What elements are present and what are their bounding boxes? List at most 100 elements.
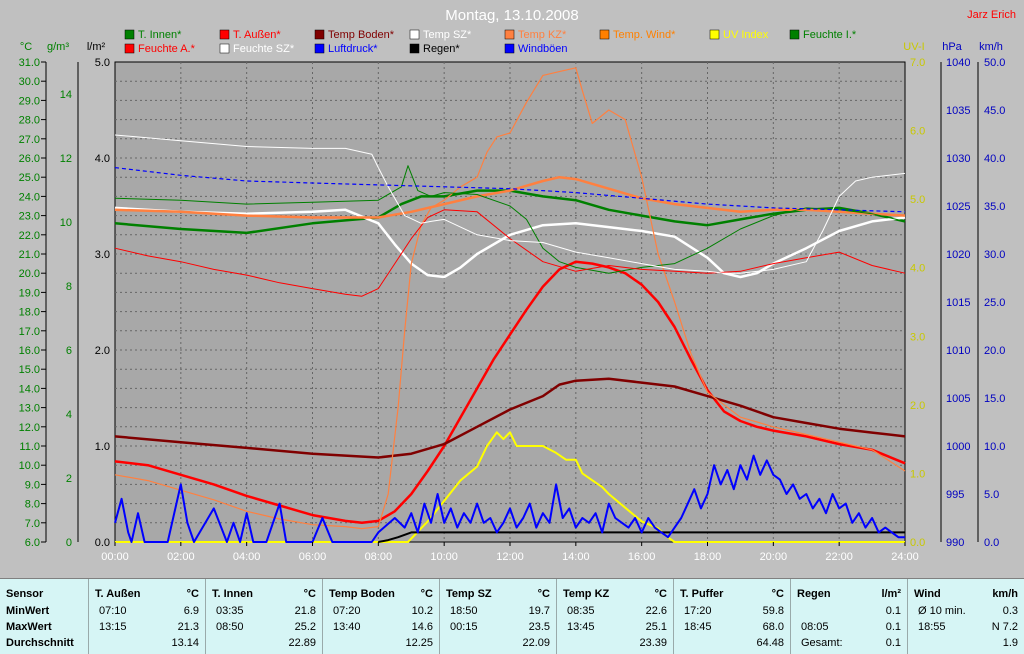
stats-max-time: 18:45 [684, 621, 712, 633]
tick-pressure: 1035 [946, 105, 970, 117]
legend-label: Feuchte SZ* [233, 43, 295, 55]
legend-swatch [314, 43, 325, 54]
stats-max-time: 13:45 [567, 621, 595, 633]
stats-max-value: 25.2 [294, 621, 316, 633]
stats-max-value: 25.1 [645, 621, 667, 633]
tick-rain: 3.0 [95, 249, 110, 261]
chart-title: Montag, 13.10.2008 [445, 7, 578, 24]
tick-uv: 1.0 [910, 468, 925, 480]
tick-celsius: 6.0 [25, 537, 40, 549]
stats-min-time: Ø 10 min. [918, 605, 966, 617]
stats-sensor-name: T. Puffer [680, 588, 724, 600]
tick-time: 02:00 [167, 551, 195, 563]
legend-label: Temp. Wind* [613, 29, 676, 41]
tick-time: 22:00 [825, 551, 853, 563]
legend-swatch [409, 43, 420, 54]
tick-uv: 5.0 [910, 194, 925, 206]
tick-celsius: 24.0 [19, 191, 40, 203]
axis-unit-uv: UV-I [903, 41, 924, 53]
stats-max-value: 68.0 [762, 621, 784, 633]
stats-max-time: 08:05 [801, 621, 829, 633]
legend-swatch [504, 29, 515, 40]
tick-wind: 20.0 [984, 345, 1005, 357]
tick-celsius: 23.0 [19, 211, 40, 223]
tick-wind: 40.0 [984, 153, 1005, 165]
tick-pressure: 1015 [946, 297, 970, 309]
stats-label-sensor: Sensor [6, 588, 44, 600]
stats-unit: °C [537, 588, 550, 600]
tick-celsius: 31.0 [19, 57, 40, 69]
tick-wind: 10.0 [984, 441, 1005, 453]
legend-swatch [789, 29, 800, 40]
stats-unit: °C [186, 588, 199, 600]
stats-avg-value: 0.1 [885, 637, 901, 649]
stats-max-value: N 7.2 [991, 621, 1018, 633]
legend-label: Feuchte I.* [803, 29, 857, 41]
stats-min-value: 6.9 [183, 605, 199, 617]
legend-label: Regen* [423, 43, 460, 55]
stats-min-value: 21.8 [294, 605, 316, 617]
tick-celsius: 17.0 [19, 326, 40, 338]
tick-wind: 5.0 [984, 489, 999, 501]
legend-swatch [409, 29, 420, 40]
tick-time: 24:00 [891, 551, 919, 563]
stats-avg-value: 22.09 [522, 637, 550, 649]
stats-sensor-name: Regen [797, 588, 831, 600]
stats-min-value: 10.2 [411, 605, 433, 617]
stats-unit: °C [771, 588, 784, 600]
tick-pressure: 1025 [946, 201, 970, 213]
legend-swatch [314, 29, 325, 40]
series-line [114, 167, 906, 213]
tick-time: 20:00 [760, 551, 788, 563]
stats-min-time: 08:35 [567, 605, 595, 617]
series-line [114, 209, 906, 297]
stats-max-value: 14.6 [411, 621, 433, 633]
tick-pressure: 1000 [946, 441, 970, 453]
stats-min-time: 17:20 [684, 605, 712, 617]
axis-unit-celsius: °C [20, 41, 32, 53]
tick-celsius: 25.0 [19, 172, 40, 184]
tick-celsius: 16.0 [19, 345, 40, 357]
stats-max-value: 21.3 [177, 621, 199, 633]
stats-min-time: 07:20 [333, 605, 361, 617]
stats-unit: °C [303, 588, 316, 600]
tick-celsius: 30.0 [19, 76, 40, 88]
legend-label: Windböen [518, 43, 568, 55]
stats-unit: °C [654, 588, 667, 600]
stats-column: Wind km/h Ø 10 min. 0.3 18:55 N 7.2 1.9 [908, 579, 1024, 654]
stats-max-time: 00:15 [450, 621, 478, 633]
tick-wind: 45.0 [984, 105, 1005, 117]
tick-celsius: 22.0 [19, 230, 40, 242]
stats-min-value: 22.6 [645, 605, 667, 617]
tick-humidity: 4 [66, 409, 72, 421]
tick-celsius: 19.0 [19, 287, 40, 299]
series-line [115, 431, 905, 543]
legend-swatch [219, 43, 230, 54]
stats-column: Temp KZ °C 08:35 22.6 13:45 25.1 23.39 [557, 579, 674, 654]
tick-rain: 0.0 [95, 537, 110, 549]
series-line [114, 206, 906, 279]
author-label: Jarz Erich [967, 9, 1016, 21]
tick-pressure: 1020 [946, 249, 970, 261]
tick-rain: 1.0 [95, 441, 110, 453]
stats-unit: km/h [992, 588, 1018, 600]
tick-rain: 4.0 [95, 153, 110, 165]
legend-swatch [599, 29, 610, 40]
legend-label: Temp SZ* [423, 29, 472, 41]
tick-celsius: 7.0 [25, 518, 40, 530]
tick-rain: 5.0 [95, 57, 110, 69]
stats-column: Regen l/m² 0.1 08:05 0.1 Gesamt: 0.1 [791, 579, 908, 654]
stats-column: T. Puffer °C 17:20 59.8 18:45 68.0 64.48 [674, 579, 791, 654]
tick-wind: 30.0 [984, 249, 1005, 261]
tick-humidity: 8 [66, 281, 72, 293]
tick-celsius: 21.0 [19, 249, 40, 261]
tick-wind: 35.0 [984, 201, 1005, 213]
stats-sensor-name: Wind [914, 588, 941, 600]
legend-swatch [504, 43, 515, 54]
series-line [114, 454, 905, 543]
tick-pressure: 995 [946, 489, 964, 501]
legend-swatch [709, 29, 720, 40]
series-line [114, 260, 906, 525]
stats-column: T. Außen °C 07:10 6.9 13:15 21.3 13.14 [89, 579, 206, 654]
stats-max-time: 08:50 [216, 621, 244, 633]
